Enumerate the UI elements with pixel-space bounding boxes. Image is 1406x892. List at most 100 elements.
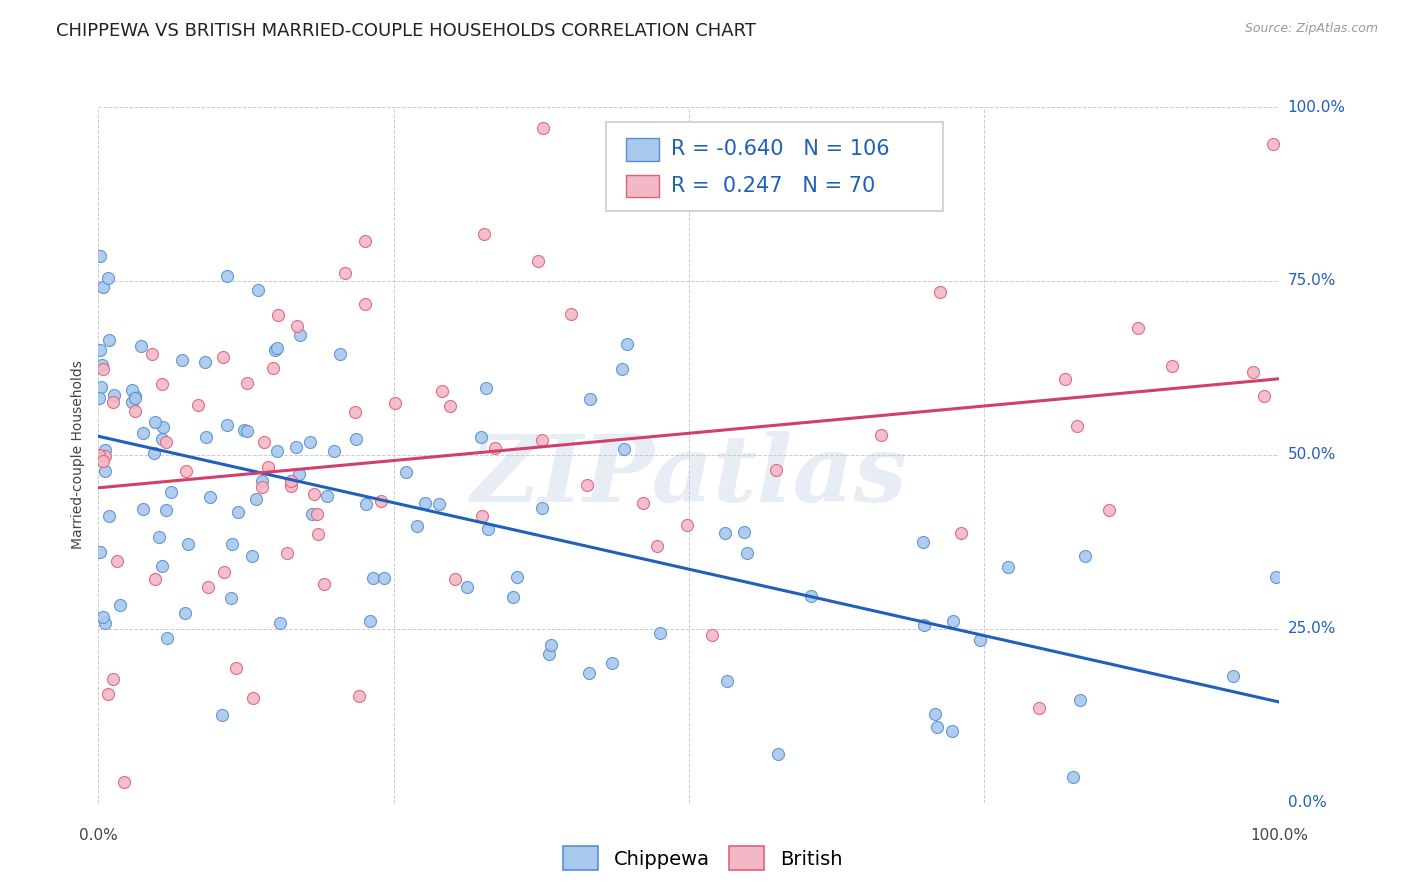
Point bbox=[124, 389, 146, 403]
Point bbox=[533, 120, 555, 135]
Point bbox=[160, 484, 183, 499]
Point bbox=[323, 443, 346, 458]
Text: CHIPPEWA VS BRITISH MARRIED-COUPLE HOUSEHOLDS CORRELATION CHART: CHIPPEWA VS BRITISH MARRIED-COUPLE HOUSE… bbox=[56, 22, 756, 40]
Point bbox=[405, 519, 427, 533]
Point bbox=[527, 253, 550, 268]
Point bbox=[280, 474, 302, 488]
Point bbox=[285, 440, 308, 454]
Point bbox=[257, 459, 280, 474]
Point bbox=[150, 558, 173, 573]
Point bbox=[1265, 570, 1288, 584]
Point bbox=[197, 581, 219, 595]
Point bbox=[250, 474, 273, 488]
Point bbox=[212, 350, 235, 364]
Point bbox=[540, 638, 562, 652]
Point bbox=[131, 502, 153, 516]
Point bbox=[124, 391, 146, 405]
Point bbox=[912, 618, 935, 632]
Point bbox=[506, 569, 529, 583]
Point bbox=[610, 361, 633, 376]
Point bbox=[870, 428, 893, 442]
Point bbox=[94, 464, 117, 478]
Point bbox=[370, 493, 392, 508]
Point bbox=[800, 589, 823, 603]
Point bbox=[288, 328, 311, 343]
Point bbox=[733, 525, 755, 540]
Text: Source: ZipAtlas.com: Source: ZipAtlas.com bbox=[1244, 22, 1378, 36]
Point bbox=[98, 333, 121, 347]
Point bbox=[471, 509, 494, 524]
FancyBboxPatch shape bbox=[626, 175, 659, 197]
Point bbox=[560, 307, 582, 321]
Point bbox=[373, 571, 395, 585]
Point bbox=[648, 626, 671, 640]
Point bbox=[93, 616, 115, 631]
Point bbox=[631, 496, 654, 510]
Point bbox=[89, 343, 111, 357]
Point bbox=[148, 530, 170, 544]
Point bbox=[329, 347, 352, 361]
Point bbox=[236, 424, 259, 438]
Point bbox=[121, 395, 143, 409]
Point bbox=[949, 525, 972, 540]
Point bbox=[1066, 418, 1088, 433]
Text: 100.0%: 100.0% bbox=[1288, 100, 1346, 114]
Point bbox=[676, 518, 699, 533]
Point bbox=[280, 479, 302, 493]
Point bbox=[145, 415, 167, 429]
Point bbox=[187, 398, 209, 412]
Point bbox=[925, 720, 948, 734]
Point bbox=[941, 723, 963, 738]
Point bbox=[645, 540, 668, 554]
Point bbox=[225, 661, 247, 675]
Y-axis label: Married-couple Households: Married-couple Households bbox=[72, 360, 86, 549]
Point bbox=[91, 610, 114, 624]
Point bbox=[143, 446, 166, 460]
Point bbox=[1069, 692, 1091, 706]
Point bbox=[226, 505, 249, 519]
Point bbox=[264, 343, 287, 358]
Point bbox=[174, 607, 197, 621]
Point bbox=[91, 361, 114, 376]
Text: 0.0%: 0.0% bbox=[79, 828, 118, 843]
Point bbox=[194, 355, 217, 369]
Point bbox=[439, 399, 461, 413]
Point bbox=[578, 392, 600, 406]
Point bbox=[101, 395, 124, 409]
Point bbox=[232, 423, 254, 437]
Text: 25.0%: 25.0% bbox=[1288, 622, 1336, 636]
Point bbox=[616, 336, 638, 351]
Point bbox=[269, 616, 291, 631]
Point bbox=[285, 318, 308, 333]
Point bbox=[344, 432, 367, 446]
FancyBboxPatch shape bbox=[626, 138, 659, 161]
Point bbox=[472, 227, 495, 241]
Point bbox=[89, 249, 111, 263]
Point bbox=[353, 296, 375, 310]
Point bbox=[288, 467, 311, 482]
Text: 100.0%: 100.0% bbox=[1250, 828, 1309, 843]
Point bbox=[266, 443, 288, 458]
Point bbox=[347, 689, 370, 703]
Point bbox=[198, 491, 221, 505]
Point bbox=[714, 526, 737, 541]
Point bbox=[97, 687, 120, 701]
Point bbox=[911, 534, 934, 549]
Point bbox=[150, 376, 173, 391]
Point bbox=[101, 672, 124, 686]
Point bbox=[1098, 503, 1121, 517]
Point bbox=[384, 396, 406, 410]
Point bbox=[89, 545, 111, 559]
Point bbox=[267, 308, 290, 322]
Point bbox=[236, 376, 259, 390]
FancyBboxPatch shape bbox=[606, 122, 943, 211]
Point bbox=[247, 283, 270, 297]
Point bbox=[1128, 321, 1150, 335]
Point bbox=[456, 580, 478, 594]
Point bbox=[530, 500, 553, 515]
Point bbox=[361, 571, 384, 585]
Point bbox=[143, 572, 166, 586]
Point bbox=[1028, 701, 1050, 715]
Point bbox=[97, 270, 120, 285]
Point bbox=[578, 665, 600, 680]
